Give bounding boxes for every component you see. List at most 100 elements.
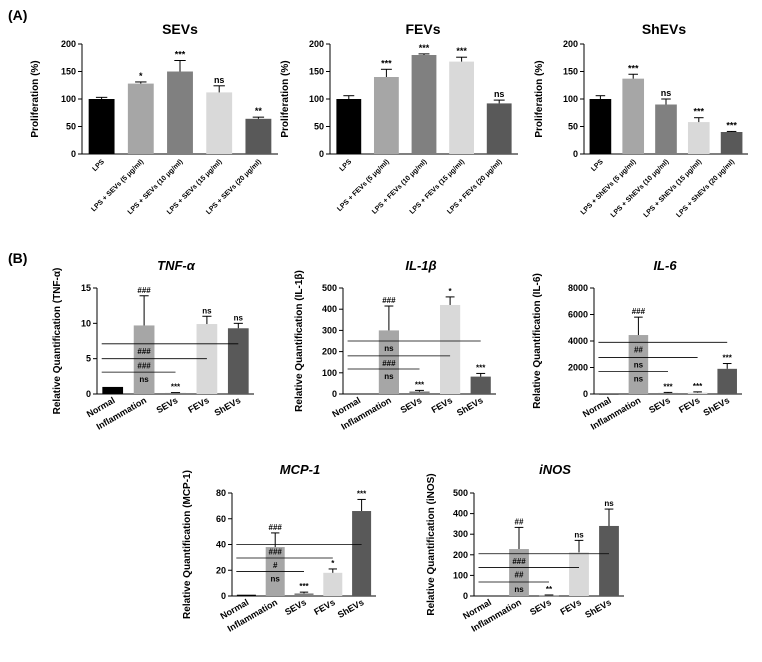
category-label: FEVs bbox=[559, 597, 583, 617]
bar bbox=[655, 104, 677, 154]
y-tick-label: 80 bbox=[216, 488, 226, 498]
bar bbox=[440, 304, 461, 394]
y-tick-label: 6000 bbox=[568, 310, 588, 320]
bar bbox=[687, 392, 708, 394]
category-label: LPS bbox=[91, 158, 106, 173]
chart-il6: IL-6 Relative Quantification (IL-6) 0 2000 4… bbox=[532, 258, 742, 432]
significance-label: *** bbox=[456, 46, 467, 56]
y-tick-label: 0 bbox=[86, 389, 91, 399]
y-tick-label: 0 bbox=[583, 389, 588, 399]
significance-label: * bbox=[139, 71, 143, 81]
y-tick-label: 400 bbox=[322, 304, 337, 314]
category-label: Inflammation bbox=[226, 597, 280, 634]
y-tick-label: 100 bbox=[322, 368, 337, 378]
bar bbox=[599, 393, 619, 395]
bar bbox=[720, 132, 743, 154]
chart-title: ShEVs bbox=[642, 21, 687, 37]
comparison-label: ns bbox=[384, 372, 394, 381]
y-tick-label: 100 bbox=[309, 94, 324, 104]
bar bbox=[628, 335, 649, 394]
bar bbox=[373, 77, 399, 154]
bar bbox=[409, 391, 430, 394]
y-axis-label: Relative Quantification (TNF-α) bbox=[52, 268, 63, 415]
bar bbox=[470, 376, 491, 394]
y-tick-label: 150 bbox=[563, 67, 578, 77]
y-tick-label: 0 bbox=[71, 149, 76, 159]
category-label: SEVs bbox=[647, 395, 672, 415]
y-tick-label: 0 bbox=[573, 149, 578, 159]
y-axis-label: Relative Quantification (IL-1β) bbox=[294, 270, 305, 412]
comparison-label: ## bbox=[634, 345, 643, 354]
bar bbox=[479, 595, 499, 597]
bar bbox=[227, 328, 249, 394]
significance-label: ns bbox=[202, 306, 212, 315]
category-label: ShEVs bbox=[702, 395, 732, 418]
y-tick-label: 200 bbox=[61, 39, 76, 49]
significance-label: *** bbox=[175, 50, 186, 60]
comparison-label: ns bbox=[271, 575, 281, 584]
chart-inos: iNOS Relative Quantification (iNOS) 0 100 20… bbox=[426, 462, 624, 634]
y-tick-label: 50 bbox=[568, 122, 578, 132]
chart-title: iNOS bbox=[539, 462, 571, 477]
bar bbox=[352, 511, 372, 596]
comparison-label: ns bbox=[634, 374, 644, 383]
bar bbox=[569, 552, 589, 596]
chart-shevs: ShEVs Proliferation (%) 0 50 100 150 200 LPS ***… bbox=[534, 21, 748, 219]
significance-label: *** bbox=[357, 489, 367, 498]
chart-tnf: TNF-α Relative Quantification (TNF-α) 0 5 10… bbox=[52, 258, 254, 432]
y-tick-label: 0 bbox=[332, 389, 337, 399]
y-tick-label: 300 bbox=[453, 529, 468, 539]
y-tick-label: 150 bbox=[61, 67, 76, 77]
bar bbox=[294, 593, 314, 596]
category-label: SEVs bbox=[528, 597, 553, 617]
bar bbox=[133, 325, 155, 394]
y-tick-label: 400 bbox=[453, 509, 468, 519]
category-label: LPS + ShEVs (20 μg/ml) bbox=[675, 158, 736, 219]
significance-label: ns bbox=[214, 75, 225, 85]
comparison-label: ns bbox=[514, 585, 524, 594]
chart-title: IL-6 bbox=[653, 258, 677, 273]
y-axis-label: Relative Quantification (MCP-1) bbox=[182, 470, 193, 619]
bar bbox=[167, 71, 193, 154]
comparison-label: ## bbox=[515, 571, 524, 580]
comparison-label: ### bbox=[269, 548, 283, 557]
significance-label: *** bbox=[693, 382, 703, 391]
y-tick-label: 20 bbox=[216, 565, 226, 575]
bar bbox=[236, 594, 256, 596]
significance-label: ## bbox=[515, 517, 524, 526]
y-tick-label: 500 bbox=[453, 488, 468, 498]
significance-label: ### bbox=[137, 286, 151, 295]
significance-label: * bbox=[331, 559, 335, 568]
chart-il1b: IL-1β Relative Quantification (IL-1β) 0 100… bbox=[294, 258, 496, 432]
bar bbox=[348, 393, 369, 395]
category-label: FEVs bbox=[186, 395, 210, 415]
category-label: LPS bbox=[339, 158, 354, 173]
y-tick-label: 8000 bbox=[568, 283, 588, 293]
chart-title: IL-1β bbox=[405, 258, 436, 273]
panel-label-b: (B) bbox=[8, 250, 27, 266]
bar bbox=[599, 525, 619, 596]
chart-mcp1: MCP-1 Relative Quantification (MCP-1) 0 20 4… bbox=[182, 462, 376, 634]
y-tick-label: 50 bbox=[66, 122, 76, 132]
y-tick-label: 100 bbox=[563, 94, 578, 104]
significance-label: *** bbox=[723, 354, 733, 363]
bar bbox=[127, 83, 154, 154]
significance-label: ns bbox=[661, 88, 672, 98]
significance-label: ns bbox=[234, 313, 244, 322]
chart-title: TNF-α bbox=[157, 258, 196, 273]
category-label: FEVs bbox=[430, 395, 454, 415]
y-tick-label: 200 bbox=[563, 39, 578, 49]
bar bbox=[245, 118, 272, 154]
significance-label: *** bbox=[415, 380, 425, 389]
bar bbox=[165, 392, 186, 394]
y-tick-label: 200 bbox=[322, 347, 337, 357]
comparison-label: # bbox=[273, 561, 278, 570]
category-label: SEVs bbox=[283, 597, 308, 617]
y-axis-label: Relative Quantification (IL-6) bbox=[532, 273, 543, 409]
category-label: LPS bbox=[590, 158, 605, 173]
y-tick-label: 4000 bbox=[568, 336, 588, 346]
y-tick-label: 100 bbox=[61, 94, 76, 104]
y-tick-label: 150 bbox=[309, 67, 324, 77]
